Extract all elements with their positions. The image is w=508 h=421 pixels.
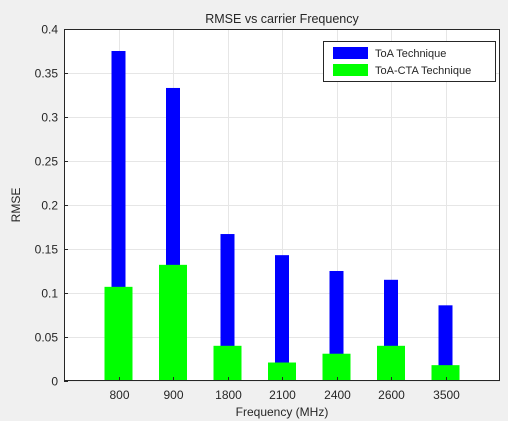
legend: ToA Technique ToA-CTA Technique xyxy=(323,41,496,82)
bar-toa-cta xyxy=(377,345,405,381)
y-tick-label: 0.05 xyxy=(35,331,59,345)
x-tick-label: 2600 xyxy=(378,388,405,402)
x-tick-label: 2400 xyxy=(324,388,351,402)
bar-toa xyxy=(275,255,289,381)
legend-swatch xyxy=(333,64,368,76)
bar-toa-cta xyxy=(213,345,242,381)
legend-label: ToA Technique xyxy=(375,48,446,60)
bar-toa-cta xyxy=(268,362,296,381)
y-tick-label: 0 xyxy=(51,375,58,389)
bar-toa-cta xyxy=(322,353,351,381)
y-tick-label: 0.4 xyxy=(41,23,58,37)
y-axis-label: RMSE xyxy=(9,188,23,223)
y-tick-label: 0.2 xyxy=(41,199,58,213)
bar-toa-cta xyxy=(104,286,133,381)
bar-toa xyxy=(438,305,453,381)
x-tick-label: 3500 xyxy=(433,388,460,402)
bar-toa-cta xyxy=(159,264,187,381)
legend-swatch xyxy=(333,47,368,59)
x-axis-label: Frequency (MHz) xyxy=(236,405,329,419)
chart-title: RMSE vs carrier Frequency xyxy=(205,12,359,26)
y-tick-label: 0.3 xyxy=(41,111,58,125)
legend-label: ToA-CTA Technique xyxy=(375,65,471,77)
x-tick-label: 800 xyxy=(109,388,129,402)
y-tick-label: 0.1 xyxy=(41,287,58,301)
bars xyxy=(104,51,460,382)
ticks: 0 0.05 0.1 0.15 0.2 0.25 0.3 0.35 0.4 800 900 1800 2… xyxy=(35,23,461,403)
y-tick-label: 0.25 xyxy=(35,155,59,169)
x-tick-label: 1800 xyxy=(215,388,242,402)
bar-toa-cta xyxy=(431,365,460,381)
bar-toa xyxy=(329,271,344,381)
bar-toa xyxy=(220,234,235,381)
x-tick-label: 2100 xyxy=(269,388,296,402)
y-tick-label: 0.35 xyxy=(35,67,59,81)
x-tick-label: 900 xyxy=(163,388,183,402)
y-tick-label: 0.15 xyxy=(35,243,59,257)
